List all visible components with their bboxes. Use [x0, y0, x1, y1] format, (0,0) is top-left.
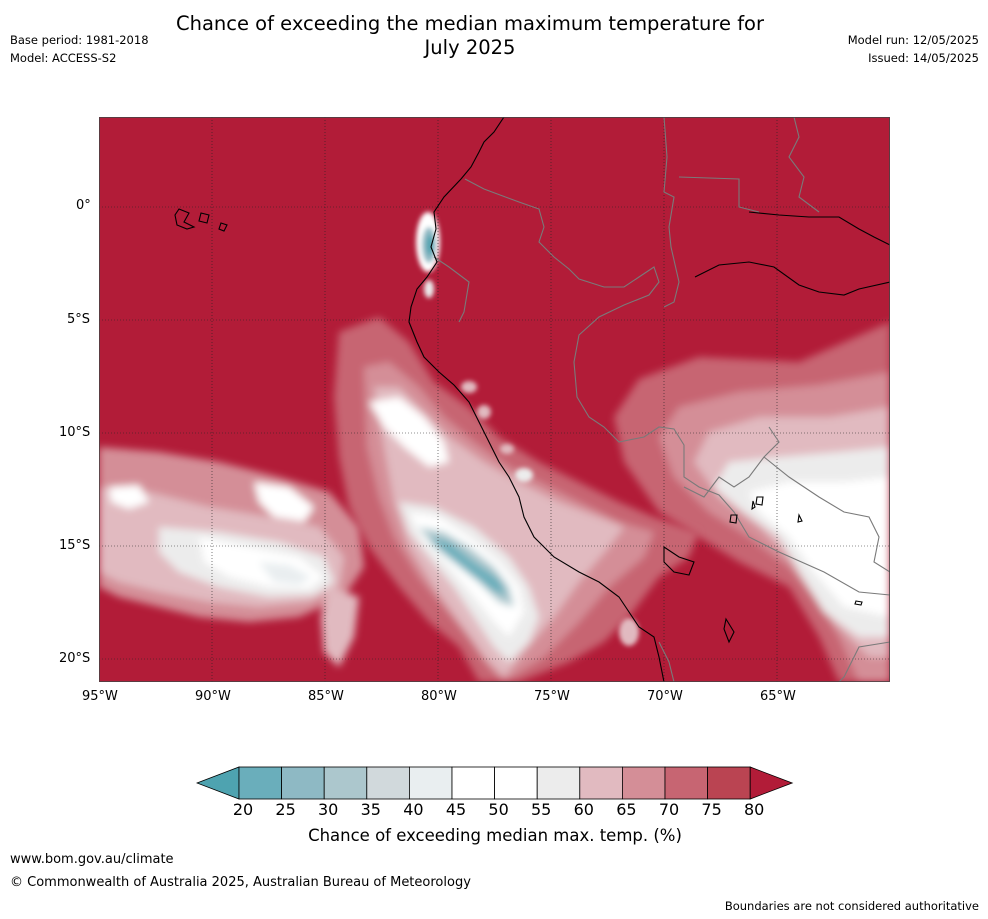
lon-label-80w: 80°W — [421, 689, 457, 704]
model-run-text: Model run: 12/05/2025 — [847, 33, 979, 47]
model-text: Model: ACCESS-S2 — [10, 51, 117, 65]
colorbar-swatch — [621, 766, 666, 800]
colorbar-swatch — [451, 766, 495, 800]
western-anomaly-region — [99, 447, 364, 667]
colorbar-label: Chance of exceeding median max. temp. (%… — [308, 826, 682, 845]
colorbar-arrow-high — [749, 766, 794, 800]
country-boundaries — [433, 116, 891, 683]
colorbar-swatches — [195, 766, 794, 800]
colorbar-tick-label: 35 — [360, 800, 381, 819]
issued-text: Issued: 14/05/2025 — [868, 51, 979, 65]
colorbar-tick-label: 20 — [232, 800, 254, 819]
colorbar-swatch — [323, 766, 368, 800]
map-title-line1: Chance of exceeding the median maximum t… — [175, 12, 765, 35]
colorbar-swatch — [238, 766, 282, 800]
base-period-text: Base period: 1981-2018 — [10, 33, 149, 47]
lat-label-10s: 10°S — [59, 425, 91, 440]
lon-label-75w: 75°W — [534, 689, 570, 704]
map-frame — [99, 117, 890, 682]
colorbar-arrow-low — [195, 766, 240, 800]
website-text: www.bom.gov.au/climate — [10, 852, 174, 867]
lon-label-90w: 90°W — [195, 689, 231, 704]
map-panel[interactable] — [99, 116, 891, 683]
colorbar-tick-label: 80 — [744, 800, 765, 819]
eastern-anomaly-region — [614, 322, 890, 682]
colorbar-swatch — [579, 766, 623, 800]
lat-label-5s: 5°S — [67, 312, 91, 327]
lon-label-95w: 95°W — [82, 689, 118, 704]
colorbar-tick-label: 55 — [531, 800, 552, 819]
lon-label-85w: 85°W — [308, 689, 344, 704]
colorbar-swatch — [494, 766, 538, 800]
colorbar-tick-label: 65 — [616, 800, 637, 819]
lon-label-70w: 70°W — [647, 689, 683, 704]
lat-label-0: 0° — [76, 198, 91, 213]
colorbar-tick-label: 60 — [573, 800, 594, 819]
map-canvas — [99, 116, 891, 683]
interior-spots — [461, 381, 639, 646]
colorbar-swatch — [536, 766, 581, 800]
lat-label-20s: 20°S — [59, 651, 91, 666]
coastlines — [174, 116, 891, 683]
lat-label-15s: 15°S — [59, 538, 91, 553]
map-gridlines — [99, 117, 890, 682]
colorbar-swatch — [366, 766, 410, 800]
colorbar-swatch — [408, 766, 453, 800]
coastal-anomaly-region — [334, 317, 699, 682]
lon-label-65w: 65°W — [760, 689, 796, 704]
colorbar-tick-label: 30 — [318, 800, 339, 819]
colorbar — [195, 766, 794, 800]
copyright-text: © Commonwealth of Australia 2025, Austra… — [10, 875, 471, 890]
colorbar-tick-label: 50 — [488, 800, 509, 819]
colorbar-tick-label: 45 — [445, 800, 467, 819]
colorbar-ticks: 20 25 30 35 40 45 50 55 60 65 70 75 80 — [220, 800, 780, 822]
colorbar-swatch — [664, 766, 708, 800]
colorbar-swatch — [281, 766, 325, 800]
map-title-line2: July 2025 — [424, 36, 516, 59]
colorbar-tick-label: 40 — [403, 800, 424, 819]
disclaimer-text: Boundaries are not considered authoritat… — [724, 899, 979, 913]
colorbar-tick-label: 70 — [658, 800, 680, 819]
colorbar-swatch — [707, 766, 751, 800]
colorbar-tick-label: 25 — [275, 800, 296, 819]
colorbar-tick-label: 75 — [701, 800, 722, 819]
map-title: Chance of exceeding the median maximum t… — [150, 12, 790, 60]
